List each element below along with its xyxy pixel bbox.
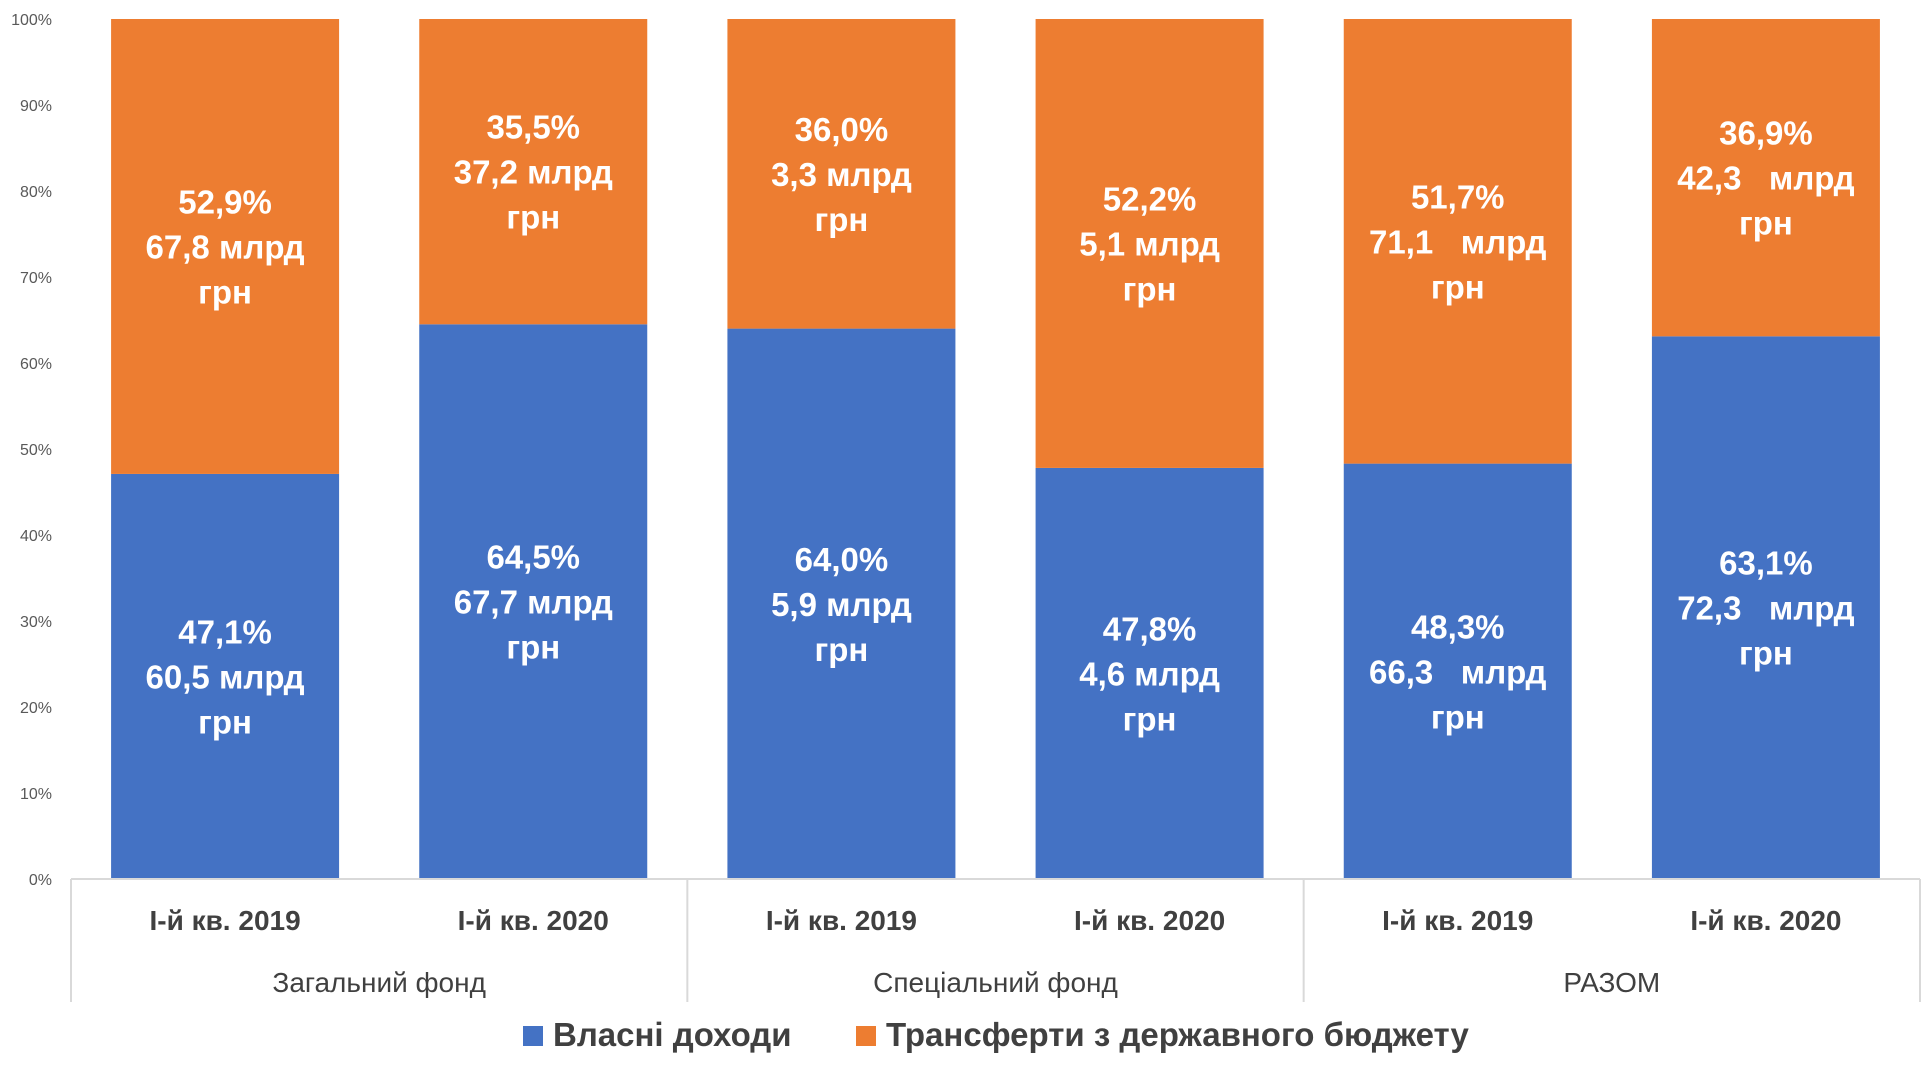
legend: Власні доходи Трансферти з державного бюд…	[523, 1016, 1470, 1053]
legend-label: Власні доходи	[553, 1016, 792, 1053]
y-tick-label: 10%	[20, 786, 52, 803]
legend-swatch	[856, 1026, 876, 1046]
y-tick-label: 40%	[20, 528, 52, 545]
x-axis: І-й кв. 2019 І-й кв. 2020 І-й кв. 2019 І-й …	[70, 878, 1921, 1002]
x-group-label: Спеціальний фонд	[873, 967, 1118, 998]
data-label: грн	[506, 199, 560, 236]
data-label: 52,2%	[1103, 180, 1197, 217]
bar-segment	[727, 328, 956, 880]
y-tick-label: 100%	[11, 12, 52, 29]
data-label: 35,5%	[486, 109, 580, 146]
data-label: грн	[1431, 268, 1485, 305]
data-label: 36,0%	[795, 111, 889, 148]
data-label: 72,3 млрд	[1677, 590, 1854, 627]
data-label: 64,0%	[795, 541, 889, 578]
data-label: 60,5 млрд	[146, 658, 305, 695]
bar-segment	[111, 19, 340, 474]
data-label: грн	[198, 273, 252, 310]
data-label: грн	[198, 703, 252, 740]
data-label: 5,9 млрд	[771, 586, 912, 623]
data-label: грн	[1123, 270, 1177, 307]
data-label: грн	[1431, 698, 1485, 735]
bars	[111, 19, 1880, 880]
x-group-label: РАЗОМ	[1563, 967, 1660, 998]
data-label: 5,1 млрд	[1079, 225, 1220, 262]
y-tick-label: 90%	[20, 98, 52, 115]
data-label: 67,8 млрд	[146, 228, 305, 265]
data-label: 3,3 млрд	[771, 156, 912, 193]
data-label: 52,9%	[178, 183, 272, 220]
y-tick-label: 20%	[20, 700, 52, 717]
data-label: грн	[814, 201, 868, 238]
bar-segment	[111, 473, 340, 879]
bar-segment	[1651, 336, 1880, 880]
bar-segment	[1035, 19, 1264, 468]
data-label: грн	[814, 631, 868, 668]
data-label: грн	[506, 629, 560, 666]
data-label: 4,6 млрд	[1079, 655, 1220, 692]
bar-segment	[1035, 467, 1264, 879]
data-label: 63,1%	[1719, 545, 1813, 582]
x-tick-label: І-й кв. 2019	[766, 905, 917, 936]
bar-segment	[419, 324, 648, 879]
x-tick-label: І-й кв. 2020	[1074, 905, 1225, 936]
bar-labels: 47,1% 60,5 млрд грн 52,9% 67,8 млрд грн 64,5% 6…	[146, 109, 1855, 741]
data-label: грн	[1739, 205, 1793, 242]
data-label: 36,9%	[1719, 115, 1813, 152]
data-label: 67,7 млрд	[454, 584, 613, 621]
x-tick-label: І-й кв. 2020	[458, 905, 609, 936]
data-label: 47,1%	[178, 613, 272, 650]
bar-segment	[1343, 19, 1572, 464]
data-label: 48,3%	[1411, 608, 1505, 645]
data-label: 51,7%	[1411, 178, 1505, 215]
y-tick-label: 0%	[29, 872, 52, 889]
data-label: 66,3 млрд	[1369, 653, 1546, 690]
data-label: 64,5%	[486, 539, 580, 576]
y-axis-labels: 0% 10% 20% 30% 40% 50% 60% 70% 80% 90% 100%	[11, 12, 52, 889]
data-label: грн	[1123, 700, 1177, 737]
legend-swatch	[523, 1026, 543, 1046]
bar-segment	[727, 19, 956, 329]
x-group-label: Загальний фонд	[272, 967, 486, 998]
y-tick-label: 80%	[20, 184, 52, 201]
bar-segment	[1651, 19, 1880, 337]
y-tick-label: 60%	[20, 356, 52, 373]
bar-segment	[1343, 463, 1572, 879]
y-tick-label: 70%	[20, 270, 52, 287]
data-label: 42,3 млрд	[1677, 160, 1854, 197]
data-label: 71,1 млрд	[1369, 223, 1546, 260]
x-tick-label: І-й кв. 2020	[1690, 905, 1841, 936]
data-label: 47,8%	[1103, 610, 1197, 647]
y-tick-label: 30%	[20, 614, 52, 631]
y-tick-label: 50%	[20, 442, 52, 459]
x-tick-label: І-й кв. 2019	[149, 905, 300, 936]
legend-label: Трансферти з державного бюджету	[886, 1016, 1470, 1053]
data-label: 37,2 млрд	[454, 154, 613, 191]
x-tick-label: І-й кв. 2019	[1382, 905, 1533, 936]
bar-segment	[419, 19, 648, 325]
data-label: грн	[1739, 635, 1793, 672]
